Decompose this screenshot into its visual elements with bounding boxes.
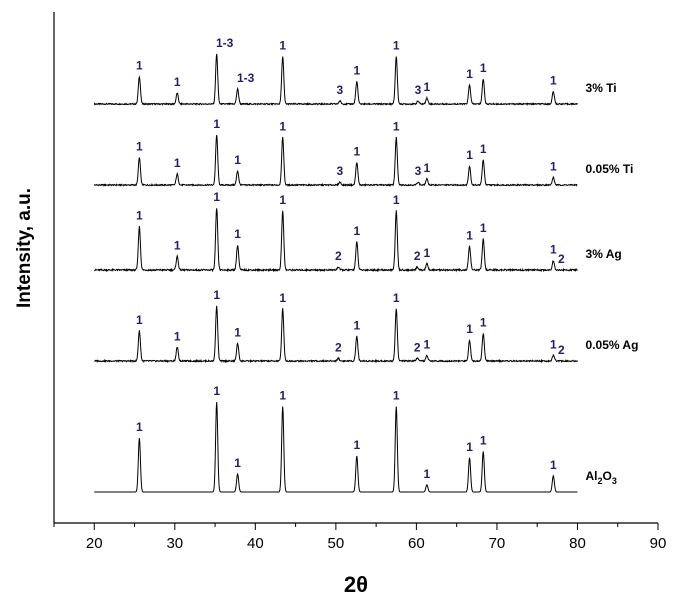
axes bbox=[53, 12, 658, 524]
series-labels: 3% Ti 0.05% Ti 3% Ag 0.05% Ag Al2O3 bbox=[586, 81, 639, 486]
peak-label: 1 bbox=[424, 161, 431, 175]
peak-label: 1 bbox=[174, 329, 181, 343]
peak-label: 1 bbox=[234, 153, 241, 167]
peak-label: 1 bbox=[466, 228, 473, 242]
peak-label: 1 bbox=[279, 39, 286, 53]
peak-label: 1 bbox=[480, 316, 487, 330]
x-tick-label: 60 bbox=[408, 535, 425, 552]
peak-label: 1 bbox=[213, 117, 220, 131]
peak-label: 1 bbox=[480, 434, 487, 448]
peak-label: 1 bbox=[550, 338, 557, 352]
peak-label: 2 bbox=[558, 252, 565, 266]
peak-label: 1 bbox=[234, 456, 241, 470]
peak-label: 1 bbox=[353, 318, 360, 332]
peak-label: 1 bbox=[466, 440, 473, 454]
x-tick-label: 50 bbox=[328, 535, 345, 552]
peak-label: 3 bbox=[337, 83, 344, 97]
peak-label: 1 bbox=[136, 59, 143, 73]
peak-label: 1 bbox=[393, 389, 400, 403]
peak-label: 1 bbox=[424, 246, 431, 260]
peak-label: 1 bbox=[213, 288, 220, 302]
peak-label: 1 bbox=[424, 467, 431, 481]
peak-label: 1 bbox=[353, 64, 360, 78]
y-axis-label: Intensity, a.u. bbox=[14, 188, 35, 308]
peak-label: 1 bbox=[174, 156, 181, 170]
series-label: 0.05% Ag bbox=[586, 338, 639, 352]
peak-label: 1 bbox=[466, 148, 473, 162]
series-label: 3% Ti bbox=[586, 81, 617, 95]
peak-label: 1 bbox=[393, 39, 400, 53]
peak-label: 1 bbox=[393, 193, 400, 207]
peak-label: 1 bbox=[279, 120, 286, 134]
peak-label: 2 bbox=[335, 340, 342, 354]
peak-label: 1 bbox=[136, 313, 143, 327]
peak-label: 3 bbox=[415, 164, 422, 178]
x-tick-label: 30 bbox=[166, 535, 183, 552]
series-line bbox=[94, 305, 578, 364]
series-label: 3% Ag bbox=[586, 247, 622, 261]
peak-label: 1 bbox=[550, 74, 557, 88]
peak-label: 1 bbox=[466, 322, 473, 336]
peak-label: 1 bbox=[353, 224, 360, 238]
peak-label: 1 bbox=[213, 384, 220, 398]
series-traces bbox=[93, 53, 578, 493]
peak-label: 1 bbox=[550, 160, 557, 174]
x-tick-label: 40 bbox=[247, 535, 264, 552]
peak-label: 3 bbox=[337, 164, 344, 178]
peak-label: 1 bbox=[136, 420, 143, 434]
x-tick-label: 90 bbox=[650, 535, 667, 552]
series-line bbox=[93, 53, 578, 107]
peak-label: 1 bbox=[393, 291, 400, 305]
peak-label: 1 bbox=[279, 291, 286, 305]
peak-label: 1 bbox=[279, 389, 286, 403]
peak-label: 2 bbox=[335, 249, 342, 263]
peak-label: 1 bbox=[550, 243, 557, 257]
x-axis-label: 2θ bbox=[344, 572, 368, 597]
peak-label: 2 bbox=[414, 340, 421, 354]
peak-label: 1 bbox=[424, 80, 431, 94]
peak-label: 1 bbox=[466, 67, 473, 81]
x-ticks: 20 30 40 50 60 70 80 90 bbox=[53, 523, 667, 552]
series-label: 0.05% Ti bbox=[586, 162, 634, 176]
peak-label: 1 bbox=[353, 438, 360, 452]
peak-label: 1-3 bbox=[216, 36, 234, 50]
peak-label: 1 bbox=[174, 75, 181, 89]
peak-label: 1 bbox=[480, 142, 487, 156]
x-tick-label: 70 bbox=[489, 535, 506, 552]
peak-label: 1 bbox=[213, 190, 220, 204]
x-tick-label: 80 bbox=[569, 535, 586, 552]
peak-label: 2 bbox=[558, 343, 565, 357]
peak-label: 1 bbox=[279, 193, 286, 207]
peak-label: 1 bbox=[136, 209, 143, 223]
peak-label: 1 bbox=[234, 325, 241, 339]
peak-label: 1 bbox=[353, 145, 360, 159]
x-tick-label: 20 bbox=[86, 535, 103, 552]
series-line bbox=[93, 135, 578, 188]
series-line bbox=[94, 208, 578, 273]
peak-label: 1 bbox=[480, 221, 487, 235]
peak-label: 1-3 bbox=[237, 71, 255, 85]
peak-label: 3 bbox=[415, 83, 422, 97]
series-label: Al2O3 bbox=[586, 469, 617, 486]
peak-label: 1 bbox=[136, 140, 143, 154]
peak-label: 1 bbox=[174, 238, 181, 252]
peak-label: 1 bbox=[480, 61, 487, 75]
peak-label: 2 bbox=[414, 249, 421, 263]
peak-label: 1 bbox=[234, 227, 241, 241]
peak-label: 1 bbox=[393, 120, 400, 134]
peak-label: 1 bbox=[424, 338, 431, 352]
peak-label: 1 bbox=[550, 458, 557, 472]
series-line bbox=[94, 401, 578, 493]
